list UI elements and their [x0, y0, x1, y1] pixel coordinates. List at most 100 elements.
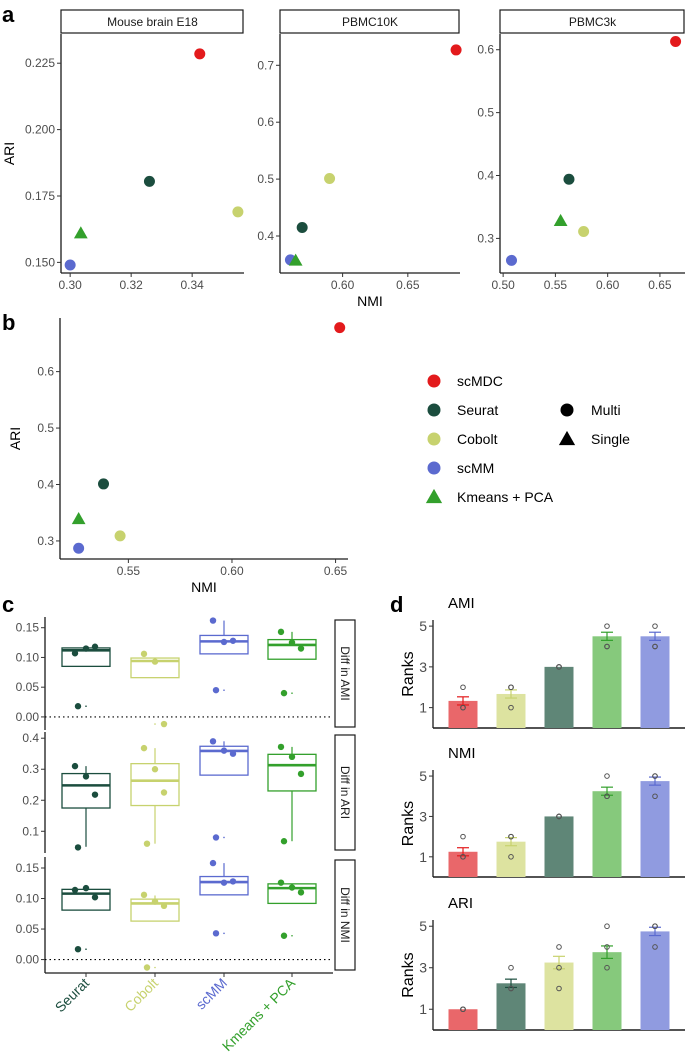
data-point — [71, 886, 79, 894]
legend-shape-multi — [560, 403, 574, 417]
facet-strip-label: Diff in NMI — [338, 887, 352, 943]
point-scmm — [73, 542, 85, 554]
x-tick-label: 0.30 — [58, 278, 82, 292]
data-point — [212, 686, 220, 694]
y-tick-label: 0.3 — [22, 762, 39, 776]
y-tick-label: 1 — [419, 1001, 427, 1017]
rank-point — [508, 833, 514, 840]
x-axis-label: NMI — [191, 579, 217, 595]
y-tick-label: 0.6 — [37, 365, 54, 379]
rank-point — [652, 623, 658, 629]
bar-seurat — [544, 813, 574, 877]
y-tick-label: 0.5 — [257, 172, 274, 186]
data-point — [140, 744, 148, 752]
legend-key-kmeans-pca — [425, 488, 443, 504]
y-tick-label: 0.4 — [37, 477, 54, 491]
subplot-title: NMI — [448, 745, 476, 762]
data-point — [160, 789, 168, 796]
point-cobolt — [114, 530, 126, 542]
facet-strip — [334, 734, 356, 851]
x-tick-label: 0.65 — [396, 278, 420, 292]
data-point — [220, 879, 228, 886]
bar — [544, 666, 574, 728]
panel-letter-b: b — [2, 310, 15, 335]
y-tick-label: 0.00 — [16, 710, 40, 724]
point-kmeans-pca — [553, 213, 568, 226]
rank-point — [604, 964, 610, 971]
legend-shape-label: Multi — [591, 402, 621, 418]
box-kmeans-pca — [267, 628, 317, 697]
bar-scmm — [640, 923, 670, 1030]
y-tick-label: 3 — [419, 659, 427, 675]
facet-strip-label: Diff in ARI — [338, 766, 352, 819]
bar — [640, 636, 670, 728]
rank-point — [556, 813, 562, 820]
data-point — [220, 638, 228, 646]
box-scmm — [199, 859, 249, 937]
y-tick-label: 0.05 — [16, 680, 40, 694]
data-point — [82, 645, 90, 652]
rank-point — [460, 704, 466, 711]
rank-point — [604, 623, 610, 629]
point-cobolt — [232, 206, 244, 218]
y-tick-label: 0.5 — [37, 421, 54, 435]
bar-scmm — [640, 623, 670, 728]
subplot-title: ARI — [448, 895, 473, 912]
legend-label: Seurat — [457, 402, 498, 418]
y-tick-label: 0.6 — [477, 43, 494, 57]
bar — [592, 636, 622, 728]
outlier-dot — [291, 692, 293, 694]
facet-strip — [334, 859, 356, 971]
legend: scMDC Seurat Cobolt scMM Kmeans + PCA Multi Si… — [457, 373, 630, 505]
legend-label: scMM — [457, 460, 494, 476]
outlier-dot — [223, 836, 225, 839]
bar-cobolt — [496, 684, 526, 728]
data-point — [209, 859, 217, 867]
x-tick-label: 0.34 — [180, 278, 204, 292]
box-scmm — [199, 617, 249, 694]
x-tick-label: 0.50 — [491, 278, 515, 292]
data-point — [74, 945, 82, 953]
point-scmdc — [194, 48, 206, 60]
legend-key-scmdc — [427, 374, 441, 388]
outlier-dot — [223, 932, 225, 935]
facet-strip — [279, 9, 460, 34]
data-point — [280, 932, 288, 939]
bar — [592, 952, 622, 1030]
x-tick-label: 0.55 — [117, 564, 141, 578]
box-scmm — [199, 738, 249, 841]
data-point — [280, 838, 288, 845]
scatter-panel-b: 0.55 0.60 0.65 0.3 0.4 0.5 0.6 ARI NMI — [7, 318, 348, 595]
bar — [592, 791, 622, 877]
point-cobolt — [324, 173, 336, 185]
data-point — [71, 650, 79, 657]
data-point — [82, 884, 90, 892]
scatter-panel-a2: PBMC10K 0.60 0.65 0.4 0.5 0.6 0.7 NMI — [257, 9, 460, 309]
rank-point — [652, 923, 658, 930]
panel-letter-a: a — [2, 2, 15, 27]
facet-strip — [60, 9, 244, 34]
y-tick-label: 0.200 — [25, 123, 55, 137]
rank-point — [652, 944, 658, 950]
y-tick-label: 0.15 — [16, 621, 40, 635]
bar-scmm — [640, 773, 670, 877]
x-axis-label: NMI — [357, 293, 383, 309]
bar — [544, 816, 574, 877]
y-tick-label: 0.10 — [16, 650, 40, 664]
rank-point — [508, 704, 514, 711]
data-point — [140, 891, 148, 899]
bar-scmdc — [448, 833, 478, 877]
x-tick-label: 0.65 — [648, 278, 672, 292]
y-tick-label: 5 — [419, 918, 427, 934]
bar-kmeans-pca — [592, 923, 622, 1030]
legend-shape-single — [558, 430, 576, 446]
bar-kmeans-pca — [592, 623, 622, 728]
data-point — [160, 720, 168, 728]
data-point — [151, 766, 159, 773]
bar-scmdc — [448, 1006, 478, 1030]
bar-cobolt — [544, 944, 574, 1030]
facet-strip-label: Diff in AMI — [338, 646, 352, 700]
box-cobolt — [130, 891, 180, 971]
y-tick-label: 0.7 — [257, 58, 274, 72]
facet-diff-in-ami: 0.00 0.05 0.10 0.15 Diff in AMI — [16, 617, 356, 730]
